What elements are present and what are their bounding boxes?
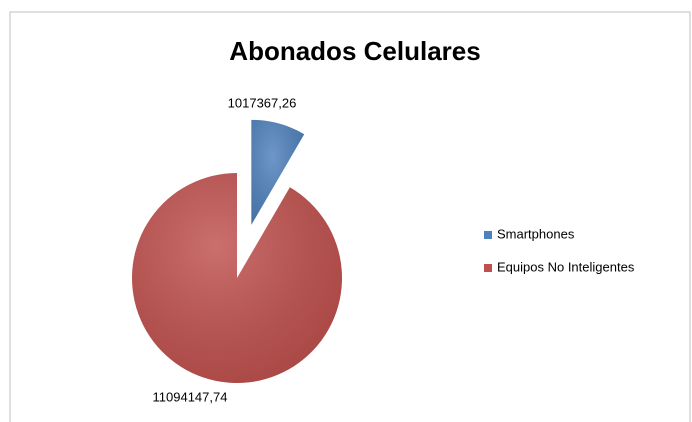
data-label: 1017367,26 — [228, 95, 297, 110]
legend-label: Equipos No Inteligentes — [497, 259, 635, 274]
legend-label: Smartphones — [497, 226, 575, 241]
chart-title: Abonados Celulares — [229, 36, 480, 66]
chart-border — [9, 11, 691, 422]
pie-slice-shade — [251, 119, 305, 225]
legend-swatch — [484, 231, 492, 239]
pie-slice-shade — [131, 173, 342, 383]
data-label: 11094147,74 — [153, 389, 228, 404]
legend-swatch — [484, 264, 492, 272]
